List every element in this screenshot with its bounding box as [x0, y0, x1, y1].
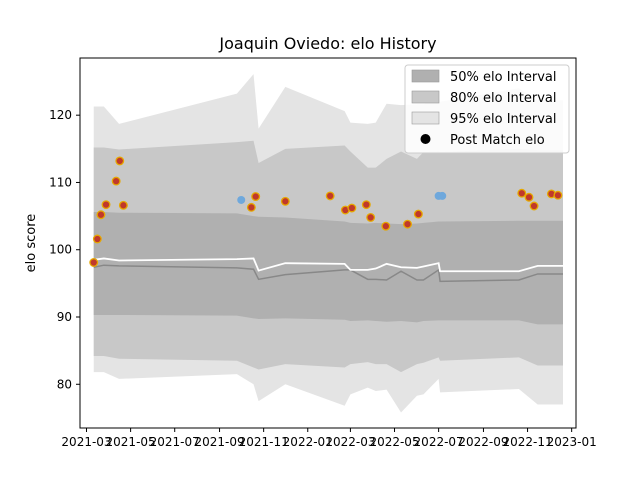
x-tick-label: 2021-07	[150, 435, 200, 449]
post-match-elo-point	[251, 192, 261, 202]
post-match-elo-point	[347, 203, 357, 213]
post-match-elo-point	[96, 210, 106, 220]
plot-frame	[79, 57, 577, 429]
x-tick-label: 2022-07	[414, 435, 464, 449]
post-match-elo-point	[111, 176, 121, 186]
legend-marker	[420, 134, 431, 144]
mean-elo-line	[93, 257, 563, 273]
legend-box	[404, 64, 570, 154]
post-match-elo-point	[553, 190, 563, 200]
x-tick-label: 2022-11	[502, 435, 552, 449]
y-tick-label: 80	[57, 377, 72, 391]
x-tick-label: 2022-05	[369, 435, 419, 449]
x-tick-label: 2022-09	[458, 435, 508, 449]
y-tick-label: 100	[49, 243, 72, 257]
post-match-elo-point	[280, 196, 290, 206]
y-tick-label: 90	[57, 310, 72, 324]
legend-swatch	[411, 90, 440, 104]
x-tick-label: 2021-11	[239, 435, 289, 449]
post-match-elo-point	[115, 156, 125, 166]
y-tick-label: 110	[49, 175, 72, 189]
post-match-elo-point	[89, 258, 99, 267]
median-elo-line	[93, 264, 563, 283]
post-match-elo-point	[403, 219, 412, 229]
legend-label: 95% elo Interval	[450, 112, 557, 127]
post-match-elo-point	[517, 188, 527, 198]
no-match-elo-point	[237, 195, 246, 204]
band-50-interval	[93, 212, 563, 325]
post-match-elo-point	[524, 192, 534, 202]
no-match-elo-point	[438, 191, 447, 200]
legend-swatch	[411, 111, 440, 125]
legend-label: Post Match elo	[450, 133, 545, 148]
post-match-elo-point	[118, 200, 128, 210]
post-match-elo-point	[413, 209, 423, 219]
post-match-elo-point	[92, 234, 102, 244]
x-tick-label: 2022-03	[325, 435, 375, 449]
x-tick-label: 2021-03	[61, 435, 111, 449]
legend-label: 80% elo Interval	[450, 91, 557, 106]
legend-label: 50% elo Interval	[450, 70, 557, 85]
legend-swatch	[411, 69, 440, 83]
y-tick-label: 120	[49, 108, 72, 122]
post-match-elo-point	[366, 212, 376, 222]
x-tick-label: 2023-01	[547, 435, 597, 449]
post-match-elo-point	[101, 200, 111, 210]
x-tick-label: 2021-05	[106, 435, 156, 449]
chart-title: Joaquin Oviedo: elo History	[218, 34, 436, 53]
post-match-elo-point	[529, 201, 539, 211]
x-tick-label: 2021-09	[194, 435, 244, 449]
post-match-elo-point	[325, 191, 335, 201]
y-axis-title: elo score	[24, 214, 39, 273]
post-match-elo-point	[381, 221, 391, 231]
x-tick-label: 2022-01	[283, 435, 333, 449]
post-match-elo-point	[361, 200, 371, 210]
post-match-elo-point	[246, 202, 256, 212]
